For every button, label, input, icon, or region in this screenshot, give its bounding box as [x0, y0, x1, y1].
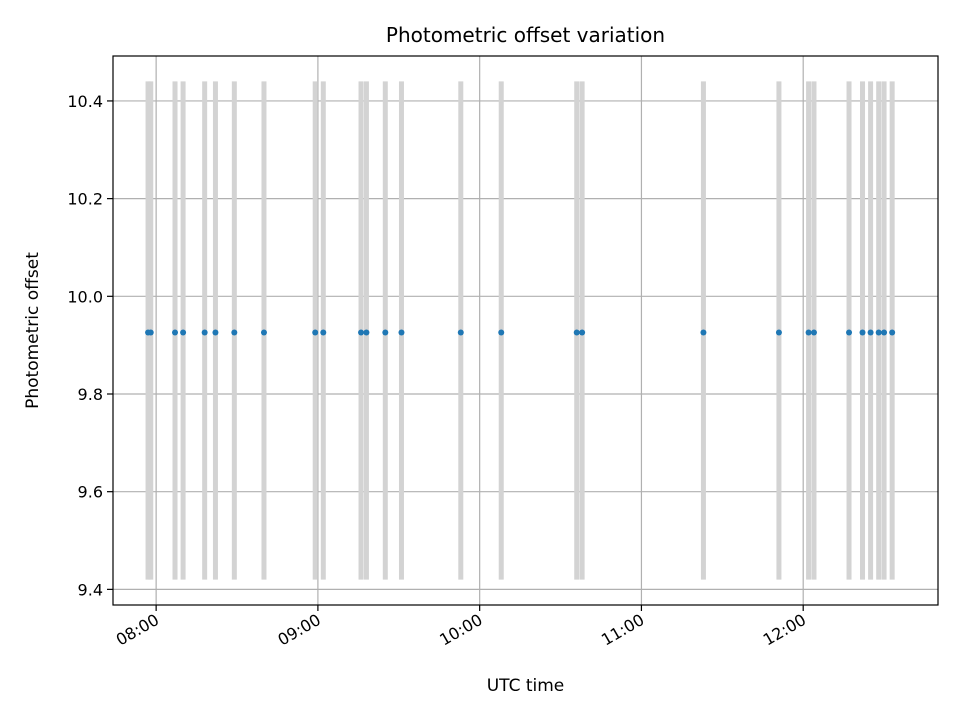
data-point — [498, 329, 505, 336]
y-tick-label: 9.6 — [78, 483, 103, 502]
data-point — [457, 329, 464, 336]
y-tick-label: 9.4 — [78, 580, 103, 599]
y-tick-label: 10.0 — [67, 287, 103, 306]
data-point — [875, 329, 882, 336]
x-tick-label: 11:00 — [598, 610, 647, 650]
x-tick-label: 12:00 — [760, 610, 809, 650]
data-point — [867, 329, 874, 336]
chart-title: Photometric offset variation — [386, 23, 665, 47]
y-axis-title: Photometric offset — [23, 252, 43, 409]
data-point — [260, 329, 267, 336]
data-point — [231, 329, 238, 336]
data-point — [320, 329, 327, 336]
data-point — [312, 329, 319, 336]
data-point — [810, 329, 817, 336]
plot-frame — [112, 55, 939, 606]
data-point — [398, 329, 405, 336]
data-point — [180, 329, 187, 336]
data-points — [145, 329, 896, 336]
data-point — [881, 329, 888, 336]
x-axis-ticks: 08:00 09:00 10:00 11:00 12:00 — [113, 605, 809, 650]
data-point — [172, 329, 179, 336]
x-tick-label: 09:00 — [274, 610, 323, 650]
y-tick-label: 10.2 — [67, 190, 103, 209]
observation-bands — [145, 81, 895, 580]
data-point — [775, 329, 782, 336]
x-tick-label: 08:00 — [113, 610, 162, 650]
grid-lines — [113, 56, 938, 605]
x-tick-label: 10:00 — [436, 610, 485, 650]
data-point — [201, 329, 208, 336]
x-axis-title: UTC time — [487, 676, 565, 696]
data-point — [363, 329, 370, 336]
data-point — [573, 329, 580, 336]
data-point — [859, 329, 866, 336]
data-point — [212, 329, 219, 336]
data-point — [382, 329, 389, 336]
data-point — [147, 329, 154, 336]
data-point — [358, 329, 365, 336]
data-point — [889, 329, 896, 336]
y-tick-label: 9.8 — [78, 385, 103, 404]
data-point — [579, 329, 586, 336]
y-axis-ticks: 9.4 9.6 9.8 10.0 10.2 10.4 — [67, 92, 113, 599]
data-point — [846, 329, 853, 336]
y-tick-label: 10.4 — [67, 92, 103, 111]
data-point — [700, 329, 707, 336]
data-point — [805, 329, 812, 336]
